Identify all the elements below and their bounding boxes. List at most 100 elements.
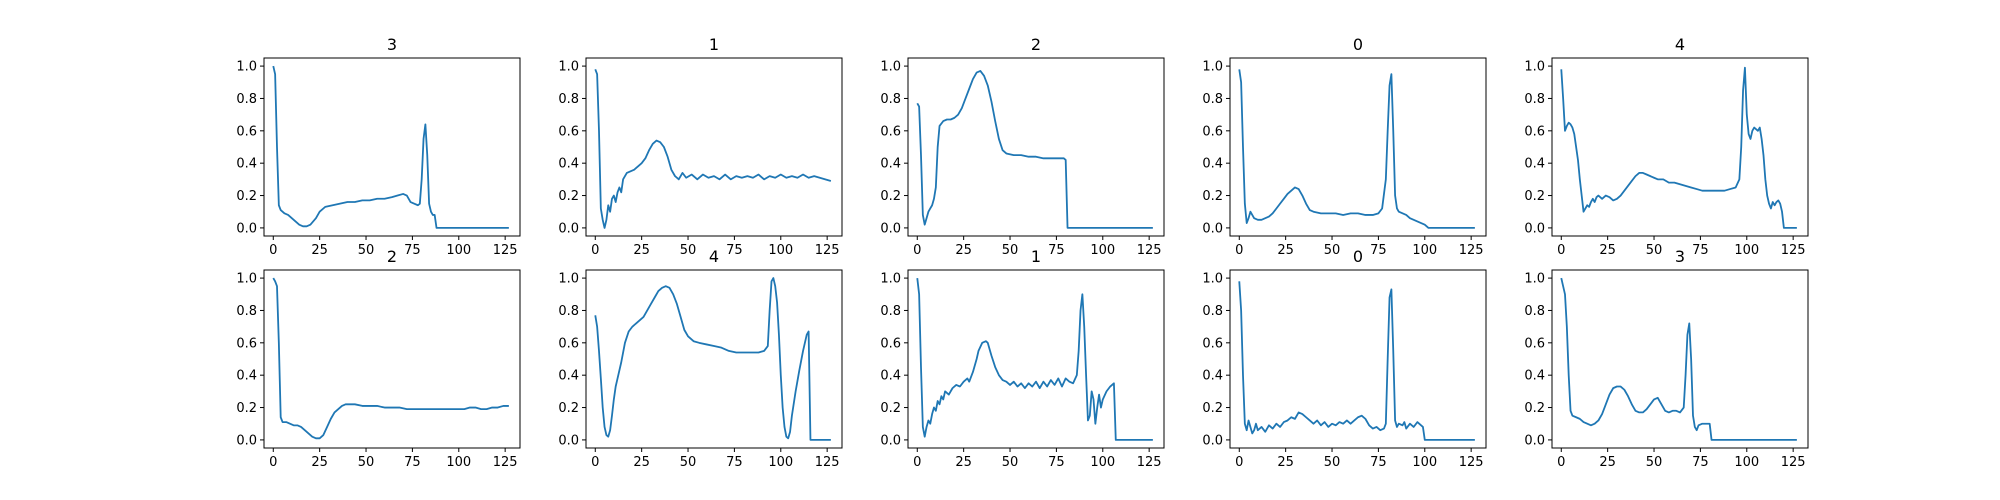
y-tick-label: 1.0 bbox=[1524, 272, 1545, 287]
x-tick-label: 100 bbox=[1090, 243, 1115, 258]
series-line bbox=[916, 70, 1153, 229]
axes-frame bbox=[585, 269, 843, 449]
y-tick-label: 0.4 bbox=[558, 157, 579, 172]
x-tick-label: 50 bbox=[358, 455, 375, 470]
y-tick-label: 0.4 bbox=[236, 157, 257, 172]
y-tick-label: 0.8 bbox=[558, 304, 579, 319]
x-tick-label: 75 bbox=[404, 455, 421, 470]
y-tick-label: 0.8 bbox=[880, 92, 901, 107]
y-tick-label: 0.2 bbox=[1524, 189, 1545, 204]
y-tick-label: 0.0 bbox=[236, 221, 257, 236]
x-tick-label: 50 bbox=[680, 455, 697, 470]
axes-frame bbox=[263, 269, 521, 449]
x-tick-label: 0 bbox=[913, 455, 921, 470]
x-tick-label: 125 bbox=[493, 243, 518, 258]
x-tick-label: 25 bbox=[1599, 455, 1616, 470]
y-tick-label: 0.8 bbox=[236, 304, 257, 319]
y-tick-label: 1.0 bbox=[236, 60, 257, 75]
y-tick-label: 0.0 bbox=[558, 433, 579, 448]
x-tick-label: 0 bbox=[1557, 455, 1565, 470]
series-line bbox=[594, 69, 832, 229]
y-tick-label: 0.8 bbox=[1202, 304, 1223, 319]
x-tick-label: 0 bbox=[591, 455, 599, 470]
x-tick-label: 50 bbox=[680, 243, 697, 258]
axes-frame bbox=[907, 57, 1165, 237]
series-line bbox=[272, 65, 509, 229]
panel-title: 3 bbox=[387, 35, 397, 54]
y-tick-label: 0.0 bbox=[1524, 221, 1545, 236]
x-tick-label: 50 bbox=[1646, 455, 1663, 470]
y-tick-label: 0.4 bbox=[880, 157, 901, 172]
panel-title: 4 bbox=[709, 247, 719, 266]
y-tick-label: 0.6 bbox=[558, 124, 579, 139]
x-tick-label: 75 bbox=[726, 455, 743, 470]
axes-frame bbox=[263, 57, 521, 237]
x-tick-label: 75 bbox=[1048, 243, 1065, 258]
y-tick-label: 0.8 bbox=[1524, 304, 1545, 319]
y-tick-label: 1.0 bbox=[1524, 60, 1545, 75]
x-tick-label: 0 bbox=[1235, 455, 1243, 470]
subplot-panel: 4 0 25 50 75 100 125 0.0 0.2 0.4 0.6 0.8 1.0 bbox=[1524, 35, 1809, 258]
subplot-panel: 2 0 25 50 75 100 125 0.0 0.2 0.4 0.6 0.8 1.0 bbox=[880, 35, 1165, 258]
y-tick-label: 0.8 bbox=[1202, 92, 1223, 107]
subplot-panel: 3 0 25 50 75 100 125 0.0 0.2 0.4 0.6 0.8 1.0 bbox=[1524, 247, 1809, 470]
y-tick-label: 0.4 bbox=[1202, 157, 1223, 172]
y-tick-label: 0.2 bbox=[1202, 401, 1223, 416]
axes-frame bbox=[1229, 269, 1487, 449]
y-tick-label: 0.2 bbox=[236, 401, 257, 416]
panel-title: 0 bbox=[1353, 247, 1363, 266]
y-tick-label: 0.2 bbox=[880, 401, 901, 416]
y-tick-label: 0.2 bbox=[236, 189, 257, 204]
axes-frame bbox=[907, 269, 1165, 449]
x-tick-label: 50 bbox=[1324, 455, 1341, 470]
x-tick-label: 100 bbox=[1412, 243, 1437, 258]
y-tick-label: 0.6 bbox=[558, 336, 579, 351]
panel-title: 4 bbox=[1675, 35, 1685, 54]
subplot-panel: 1 0 25 50 75 100 125 0.0 0.2 0.4 0.6 0.8 1.0 bbox=[558, 35, 843, 258]
x-tick-label: 100 bbox=[1734, 455, 1759, 470]
x-tick-label: 25 bbox=[955, 455, 972, 470]
subplot-panel: 4 0 25 50 75 100 125 0.0 0.2 0.4 0.6 0.8 1.0 bbox=[558, 247, 843, 470]
axes-frame bbox=[1551, 269, 1809, 449]
y-tick-label: 0.2 bbox=[880, 189, 901, 204]
x-tick-label: 100 bbox=[446, 243, 471, 258]
y-tick-label: 0.4 bbox=[558, 369, 579, 384]
y-tick-label: 0.2 bbox=[1202, 189, 1223, 204]
x-tick-label: 0 bbox=[1557, 243, 1565, 258]
y-tick-label: 0.6 bbox=[1202, 336, 1223, 351]
y-tick-label: 0.6 bbox=[1524, 336, 1545, 351]
y-tick-label: 1.0 bbox=[880, 272, 901, 287]
panel-title: 0 bbox=[1353, 35, 1363, 54]
y-tick-label: 0.4 bbox=[880, 369, 901, 384]
y-tick-label: 0.6 bbox=[1524, 124, 1545, 139]
series-line bbox=[1560, 277, 1797, 441]
y-tick-label: 0.8 bbox=[558, 92, 579, 107]
x-tick-label: 50 bbox=[1002, 455, 1019, 470]
x-tick-label: 50 bbox=[1324, 243, 1341, 258]
axes-frame bbox=[585, 57, 843, 237]
x-tick-label: 75 bbox=[1692, 455, 1709, 470]
x-tick-label: 100 bbox=[768, 243, 793, 258]
y-tick-label: 0.4 bbox=[1202, 369, 1223, 384]
y-tick-label: 0.6 bbox=[236, 336, 257, 351]
x-tick-label: 125 bbox=[1137, 455, 1162, 470]
y-tick-label: 0.4 bbox=[1524, 369, 1545, 384]
y-tick-label: 1.0 bbox=[558, 60, 579, 75]
series-line bbox=[1560, 66, 1797, 229]
y-tick-label: 0.0 bbox=[558, 221, 579, 236]
y-tick-label: 0.4 bbox=[236, 369, 257, 384]
x-tick-label: 25 bbox=[1599, 243, 1616, 258]
x-tick-label: 25 bbox=[1277, 455, 1294, 470]
y-tick-label: 0.0 bbox=[880, 433, 901, 448]
x-tick-label: 75 bbox=[1370, 455, 1387, 470]
x-tick-label: 125 bbox=[815, 243, 840, 258]
series-line bbox=[916, 277, 1153, 441]
x-tick-label: 125 bbox=[1137, 243, 1162, 258]
x-tick-label: 75 bbox=[404, 243, 421, 258]
series-line bbox=[1238, 69, 1475, 229]
series-line bbox=[1238, 281, 1475, 441]
panel-title: 2 bbox=[387, 247, 397, 266]
y-tick-label: 0.0 bbox=[880, 221, 901, 236]
x-tick-label: 125 bbox=[815, 455, 840, 470]
